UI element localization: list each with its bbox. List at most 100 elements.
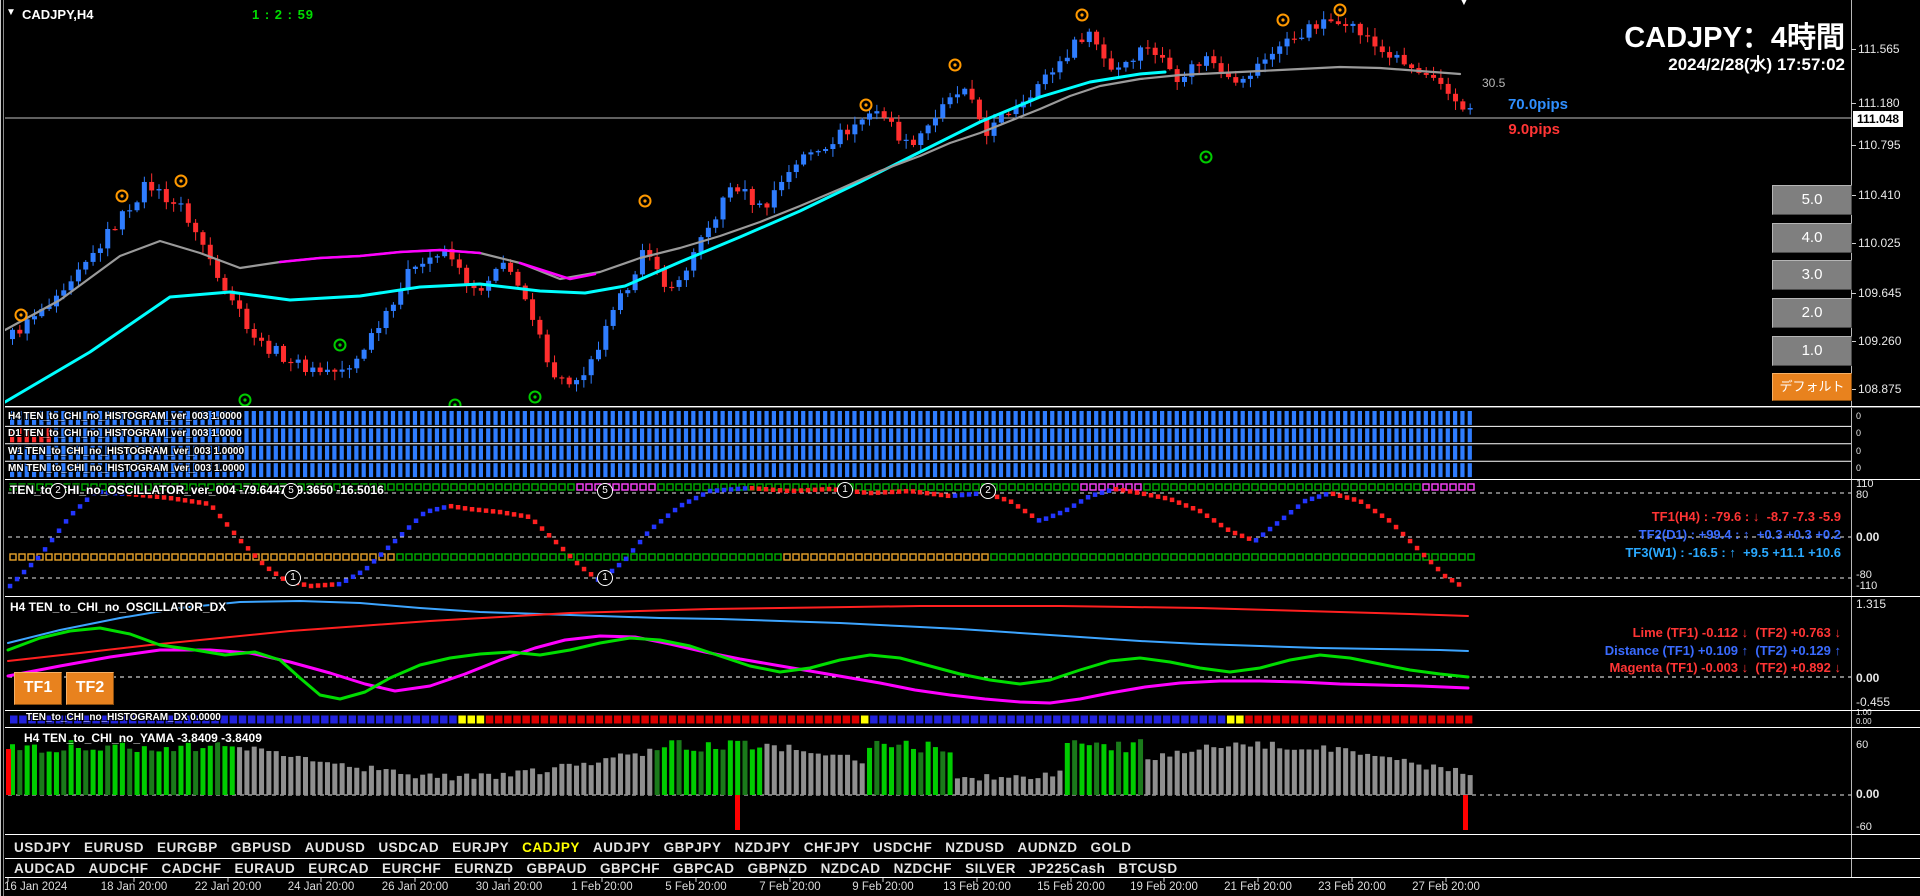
symbol-tab-SILVER[interactable]: SILVER — [965, 860, 1016, 876]
zoom-button-3.0[interactable]: 3.0 — [1772, 260, 1852, 290]
price-label: 111.565 — [1858, 42, 1900, 56]
symbol-tab-USDCAD[interactable]: USDCAD — [378, 839, 440, 855]
histogram-dx-label: TEN_to_CHI_no_HISTOGRAM_DX 0.0000 — [26, 712, 221, 723]
symbol-tab-EURGBP[interactable]: EURGBP — [157, 839, 218, 855]
indicator-scale-label: 1.00 — [1856, 708, 1872, 717]
ma-distance-label: 30.5 — [1482, 76, 1506, 90]
price-label: 109.260 — [1858, 334, 1902, 348]
symbol-tab-JP225Cash[interactable]: JP225Cash — [1028, 860, 1106, 876]
price-label: 110.025 — [1858, 236, 1901, 250]
symbol-tab-GBPNZD[interactable]: GBPNZD — [747, 860, 808, 876]
indicator-scale-label: 0 — [1856, 462, 1862, 473]
candlestick-chart[interactable] — [0, 0, 1851, 406]
symbol-tab-EURUSD[interactable]: EURUSD — [84, 839, 145, 855]
symbol-tab-USDCHF[interactable]: USDCHF — [872, 839, 933, 855]
time-axis-label: 5 Feb 20:00 — [665, 881, 727, 893]
indicator-scale-label: -80 — [1856, 568, 1872, 581]
symbol-tab-CADJPY[interactable]: CADJPY — [522, 839, 580, 855]
indicator-scale-label: 110 — [1856, 477, 1874, 490]
indicator-scale-label: -60 — [1856, 820, 1872, 833]
symbol-tab-EURCAD[interactable]: EURCAD — [308, 860, 370, 876]
indicator-scale-label: -110 — [1856, 579, 1878, 592]
separator — [0, 858, 1920, 859]
chart-dropdown-icon[interactable]: ▼ — [6, 7, 16, 18]
oscillator-signal-number: 1 — [597, 570, 613, 586]
symbol-tab-AUDJPY[interactable]: AUDJPY — [592, 839, 651, 855]
oscillator-signal-number: 5 — [597, 483, 613, 499]
candle-countdown-timer: 1 : 2 : 59 — [252, 7, 315, 22]
default-zoom-button[interactable]: デフォルト — [1772, 373, 1852, 401]
symbol-tab-BTCUSD[interactable]: BTCUSD — [1118, 860, 1178, 876]
indicator-scale-label: 0 — [1856, 427, 1862, 438]
symbol-tab-USDJPY[interactable]: USDJPY — [14, 839, 72, 855]
histogram-row-label: MN TEN_to_CHI_no_HISTOGRAM_ver_003 1.000… — [8, 463, 245, 475]
zoom-button-5.0[interactable]: 5.0 — [1772, 185, 1852, 215]
symbol-tab-AUDNZD[interactable]: AUDNZD — [1017, 839, 1078, 855]
symbol-tab-EURCHF[interactable]: EURCHF — [382, 860, 442, 876]
indicator-scale-label: 0 — [1856, 445, 1862, 456]
symbol-tab-AUDCHF[interactable]: AUDCHF — [88, 860, 149, 876]
symbol-tab-GBPJPY[interactable]: GBPJPY — [663, 839, 722, 855]
symbol-tab-NZDJPY[interactable]: NZDJPY — [734, 839, 791, 855]
symbol-tab-GBPCAD[interactable]: GBPCAD — [673, 860, 735, 876]
tf1-button[interactable]: TF1 — [14, 672, 62, 705]
symbol-tab-GBPUSD[interactable]: GBPUSD — [230, 839, 292, 855]
pips-above-label: 70.0pips — [1507, 96, 1568, 113]
oscillator-header: TEN_to_CHI_no_OSCILLATOR_ver_004 -79.644… — [10, 483, 384, 497]
tf2-button[interactable]: TF2 — [66, 672, 114, 705]
oscillator-dx-header: H4 TEN_to_CHI_no_OSCILLATOR_DX — [10, 600, 227, 614]
symbol-tab-GBPCHF[interactable]: GBPCHF — [600, 860, 661, 876]
symbol-tab-CADCHF[interactable]: CADCHF — [161, 860, 222, 876]
symbol-tabs-row-2: AUDCAD AUDCHF CADCHF EURAUD EURCAD EURCHF EURN… — [0, 860, 1851, 876]
separator — [0, 877, 1920, 878]
price-label: 109.645 — [1858, 286, 1902, 300]
symbol-tab-AUDUSD[interactable]: AUDUSD — [304, 839, 366, 855]
symbol-tab-CHFJPY[interactable]: CHFJPY — [803, 839, 860, 855]
price-label: 108.875 — [1858, 382, 1902, 396]
zoom-button-1.0[interactable]: 1.0 — [1772, 336, 1852, 366]
price-tick-mark — [1851, 293, 1856, 294]
oscillator-panel — [0, 483, 1851, 589]
indicator-scale-label: 0.00 — [1856, 530, 1880, 544]
zoom-button-2.0[interactable]: 2.0 — [1772, 298, 1852, 328]
price-tick-mark — [1851, 341, 1856, 342]
window-left-edge — [0, 0, 5, 896]
indicator-scale-label: 0.00 — [1856, 787, 1880, 801]
oscillator-legend-row: TF3(W1) : -16.5 : ↑ +9.5 +11.1 +10.6 — [1625, 545, 1841, 560]
symbol-tab-NZDCAD[interactable]: NZDCAD — [820, 860, 881, 876]
price-tick-mark — [1851, 389, 1856, 390]
symbol-tab-NZDUSD[interactable]: NZDUSD — [945, 839, 1005, 855]
time-axis-label: 24 Jan 20:00 — [287, 881, 355, 893]
symbol-tab-EURJPY[interactable]: EURJPY — [452, 839, 510, 855]
time-axis-label: 15 Feb 20:00 — [1037, 881, 1105, 893]
symbol-tab-EURNZD[interactable]: EURNZD — [454, 860, 514, 876]
time-axis-ticks — [7, 878, 1447, 882]
separator — [0, 596, 1920, 597]
time-axis-label: 18 Jan 20:00 — [100, 881, 168, 893]
separator — [0, 834, 1920, 835]
time-axis-label: 30 Jan 20:00 — [475, 881, 543, 893]
oscillator-legend-row: TF1(H4) : -79.6 : ↓ -8.7 -7.3 -5.9 — [1651, 509, 1841, 524]
price-tick-mark — [1851, 243, 1856, 244]
dx-legend-row: Magenta (TF1) -0.003 ↓ (TF2) +0.892 ↓ — [1609, 660, 1841, 675]
pips-below-label: 9.0pips — [1508, 121, 1560, 138]
alert-marker-icon: ▼ — [1459, 0, 1469, 8]
indicator-scale-label: 0.00 — [1856, 671, 1880, 685]
zoom-button-4.0[interactable]: 4.0 — [1772, 223, 1852, 253]
time-axis-label: 26 Jan 20:00 — [381, 881, 449, 893]
separator — [0, 407, 1920, 408]
symbol-tab-NZDCHF[interactable]: NZDCHF — [893, 860, 953, 876]
symbol-tabs-row-1: USDJPY EURUSD EURGBP GBPUSD AUDUSD USDCAD EURJ… — [0, 836, 1851, 858]
symbol-tab-GBPAUD[interactable]: GBPAUD — [526, 860, 588, 876]
indicator-scale-label: 0.00 — [1856, 717, 1872, 726]
histogram-row-label: H4 TEN_to_CHI_no_HISTOGRAM_ver_003 1.000… — [8, 411, 242, 422]
symbol-tab-AUDCAD[interactable]: AUDCAD — [14, 860, 76, 876]
oscillator-signal-number: 2 — [50, 483, 66, 499]
yama-panel — [0, 739, 1851, 830]
symbol-tab-GOLD[interactable]: GOLD — [1090, 839, 1132, 855]
chart-datetime: 2024/2/28(水) 17:57:02 — [1668, 55, 1845, 74]
symbol-tab-EURAUD[interactable]: EURAUD — [234, 860, 296, 876]
yama-header: H4 TEN_to_CHI_no_YAMA -3.8409 -3.8409 — [24, 731, 262, 745]
histogram-row-label: W1 TEN_to_CHI_no_HISTOGRAM_ver_003 1.000… — [8, 445, 245, 457]
